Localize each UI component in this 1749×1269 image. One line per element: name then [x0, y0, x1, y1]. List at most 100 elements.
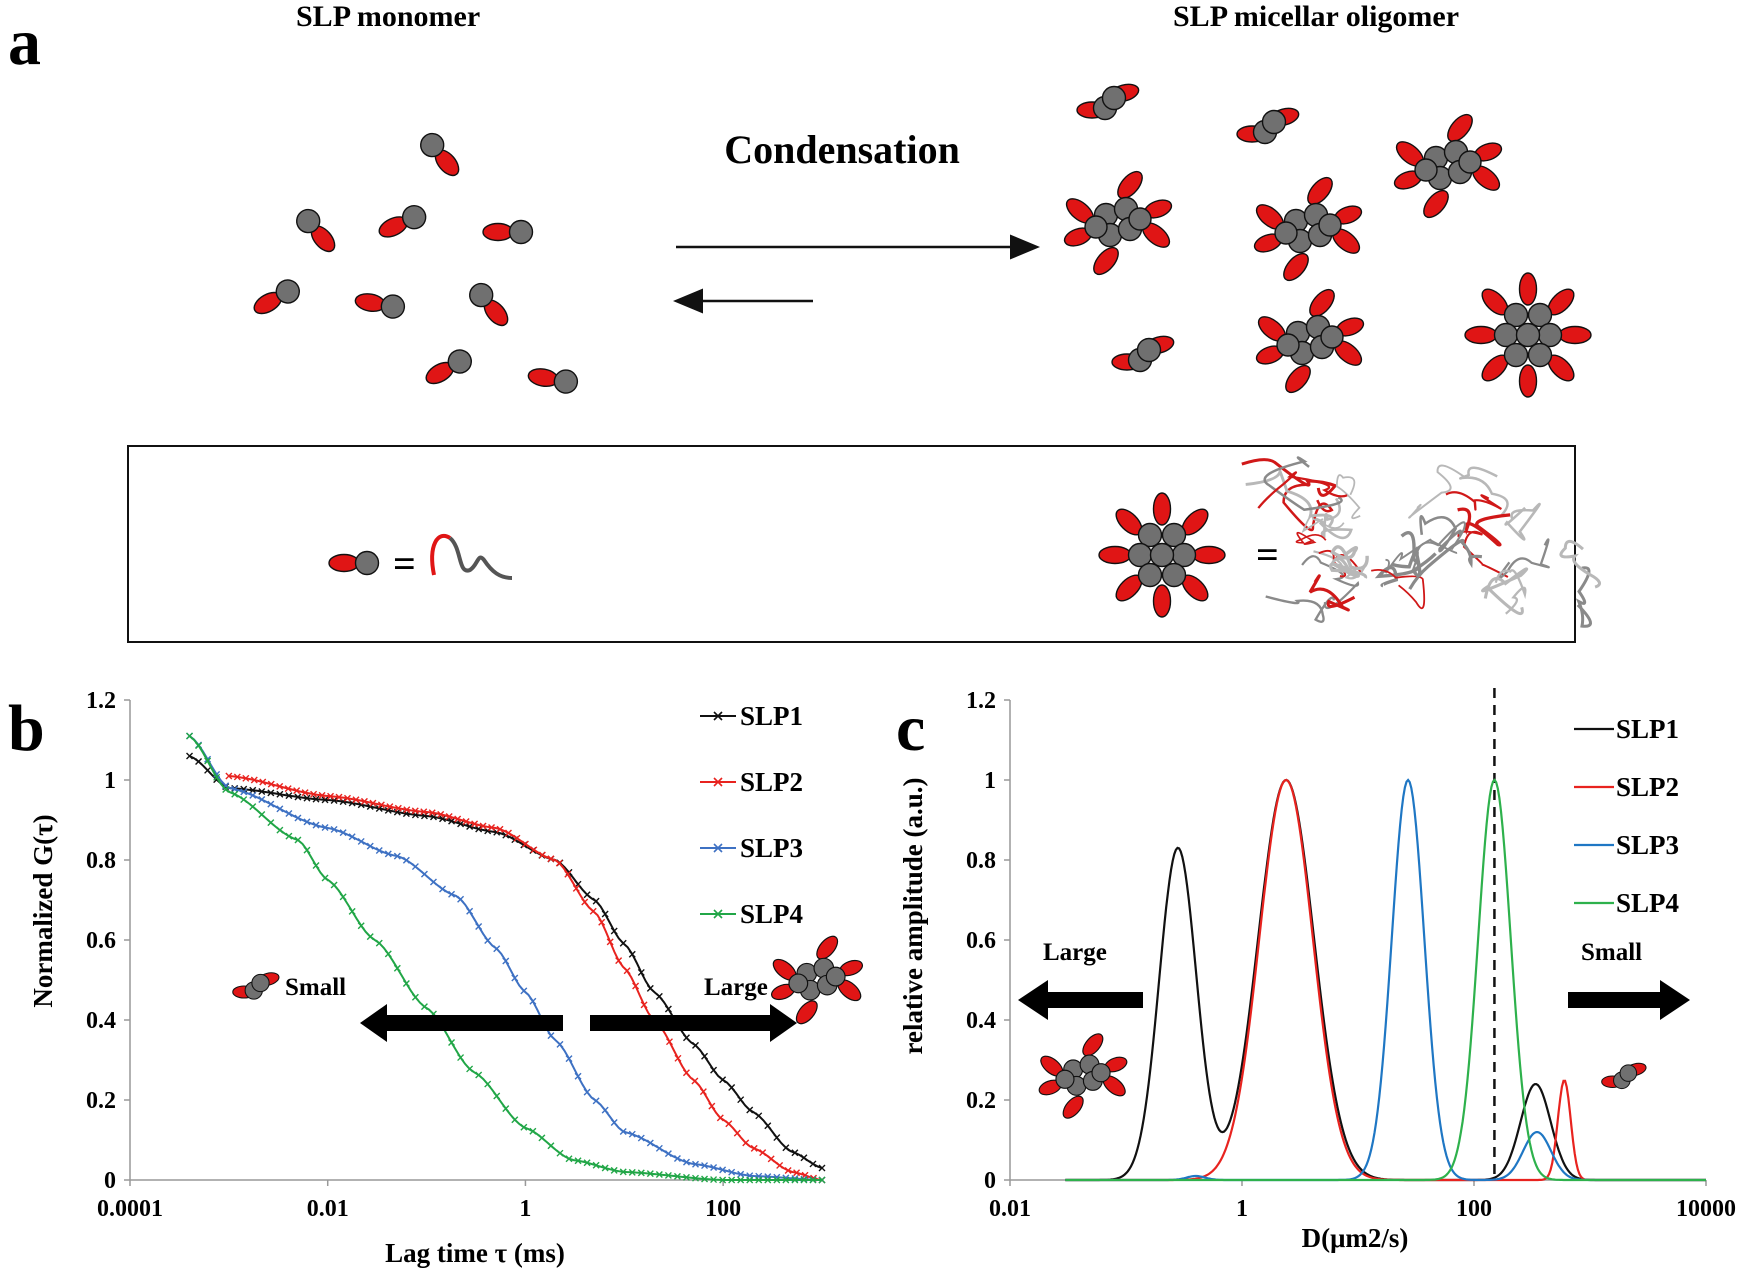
data-point: [360, 797, 368, 805]
protein-strand: [1257, 471, 1348, 509]
data-point: [303, 818, 311, 826]
data-point: [750, 1144, 758, 1152]
data-point: [728, 1168, 736, 1176]
oligomer-cluster: [1061, 80, 1592, 398]
data-point: [411, 993, 419, 1001]
data-point: [222, 786, 230, 794]
data-point: [574, 1157, 582, 1165]
data-point: [475, 923, 483, 931]
data-point: [393, 852, 401, 860]
protein-strand: [1494, 569, 1527, 615]
data-point: [384, 806, 392, 814]
data-point: [267, 819, 275, 827]
data-point: [318, 791, 326, 799]
data-point: [258, 796, 266, 804]
panel-letter-a: a: [8, 6, 41, 79]
data-point: [386, 803, 394, 811]
data-point: [646, 1139, 654, 1147]
data-point: [471, 820, 479, 828]
data-point: [682, 1173, 690, 1181]
data-point: [699, 1088, 707, 1096]
data-point: [646, 1170, 654, 1178]
legend-label: SLP2: [1616, 772, 1679, 802]
data-point: [529, 997, 537, 1005]
data-point: [231, 785, 239, 793]
tetramer-icon: [1251, 172, 1365, 286]
series-line-SLP4: [1065, 778, 1706, 1182]
x-tick-label: 0.01: [989, 1196, 1031, 1222]
data-point: [330, 825, 338, 833]
protein-strand: [1295, 531, 1327, 546]
equals-sign-2: =: [1256, 532, 1279, 577]
data-point: [276, 790, 284, 798]
dimer-icon: [1111, 332, 1177, 373]
data-point: [521, 840, 529, 848]
data-point: [225, 772, 233, 780]
panel-letter-c: c: [896, 692, 925, 765]
data-point: [312, 862, 320, 869]
x-tick-label: 1: [519, 1196, 531, 1222]
data-point: [348, 907, 356, 915]
data-point: [725, 1120, 733, 1128]
data-point: [294, 814, 302, 822]
data-point: [276, 826, 284, 834]
data-point: [583, 1088, 591, 1096]
data-point: [719, 1076, 727, 1084]
data-point: [411, 807, 419, 815]
data-point: [321, 796, 329, 804]
right-arrow-c: [1568, 980, 1690, 1020]
data-point: [655, 992, 663, 1000]
data-point: [610, 927, 618, 935]
y-tick-label: 0.2: [966, 1088, 996, 1114]
y-tick-label: 0.4: [86, 1008, 116, 1034]
data-point: [728, 1083, 736, 1091]
data-point: [737, 1096, 745, 1104]
data-point: [581, 898, 589, 906]
data-point: [493, 945, 501, 953]
data-point: [213, 773, 221, 781]
series-line-SLP1: [1065, 778, 1706, 1182]
y-tick-label: 0.4: [966, 1008, 996, 1034]
data-point: [746, 1106, 754, 1114]
data-point: [710, 1176, 718, 1184]
data-point: [267, 780, 275, 788]
data-point: [701, 1162, 709, 1170]
legend-label: SLP1: [740, 701, 803, 731]
protein-strand: [1371, 569, 1426, 609]
y-tick-label: 1.2: [966, 688, 996, 714]
y-tick-label: 0.6: [966, 928, 996, 954]
data-point: [511, 1116, 519, 1124]
data-point: [776, 1161, 784, 1169]
protein-strand: [1301, 555, 1360, 610]
protein-strand: [1301, 515, 1345, 534]
data-point: [655, 1144, 663, 1152]
data-point: [665, 1038, 673, 1046]
data-point: [285, 810, 293, 818]
data-point: [598, 918, 606, 926]
small-label-b: Small: [285, 974, 346, 1001]
data-point: [233, 773, 241, 781]
series-line-SLP3: [1065, 778, 1706, 1182]
data-point: [448, 817, 456, 825]
protein-strand: [1459, 466, 1509, 516]
protein-strand: [1504, 502, 1541, 541]
data-point: [493, 1092, 501, 1100]
legend-marker: [713, 711, 723, 721]
data-point: [310, 790, 318, 798]
data-point: [259, 778, 267, 786]
data-point: [375, 939, 383, 947]
data-point: [520, 1123, 528, 1131]
protein-strand: [1263, 456, 1343, 511]
protein-strand: [1575, 566, 1592, 628]
legend-label: SLP2: [740, 767, 803, 797]
data-point: [764, 1122, 772, 1130]
data-point: [619, 939, 627, 947]
data-point: [195, 758, 203, 766]
data-point: [204, 766, 212, 774]
large-label-c: Large: [1043, 939, 1107, 966]
data-point: [601, 1164, 609, 1172]
large-oligomer-icon-c: [1036, 1029, 1130, 1123]
data-point: [710, 1066, 718, 1074]
data-point: [556, 1040, 564, 1048]
data-point: [619, 1168, 627, 1176]
